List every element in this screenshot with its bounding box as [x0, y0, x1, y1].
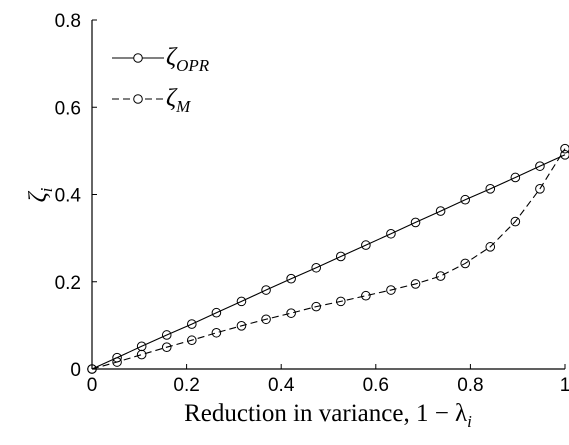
data-point	[435, 206, 446, 216]
data-point	[236, 296, 247, 307]
x-tick-label: 0.8	[457, 375, 483, 396]
data-point	[560, 143, 569, 154]
data-point	[361, 240, 371, 250]
data-point	[510, 172, 521, 183]
data-point	[286, 308, 296, 318]
legend-label-symbol: ζ	[166, 44, 178, 71]
data-point	[485, 242, 496, 252]
x-tick-label: 0	[87, 375, 98, 396]
data-point	[286, 273, 296, 284]
legend-label-subscript: M	[175, 97, 191, 116]
data-point	[211, 307, 222, 318]
data-point	[510, 216, 521, 227]
y-tick-label: 0.8	[55, 11, 81, 32]
data-point	[535, 184, 545, 194]
series-m	[87, 143, 569, 374]
y-tick-label: 0.6	[55, 98, 81, 119]
data-point	[535, 161, 545, 171]
legend-marker	[133, 94, 143, 104]
y-tick-label: 0	[70, 360, 81, 381]
data-point	[161, 330, 172, 340]
x-axis-title: Reduction in variance, 1 − λi	[184, 400, 472, 431]
data-point	[335, 296, 346, 307]
legend-label-subscript: OPR	[176, 56, 210, 75]
x-tick-label: 1	[560, 375, 569, 396]
data-point	[261, 314, 271, 325]
data-point	[386, 228, 396, 239]
data-point	[311, 301, 322, 312]
data-point	[112, 357, 122, 367]
x-tick-label: 0.2	[173, 375, 199, 396]
data-point	[136, 349, 147, 360]
y-axis-title-main: ζ	[25, 190, 52, 202]
legend-entry-m: ζM	[112, 85, 191, 116]
series-layer	[87, 143, 569, 374]
data-point	[560, 150, 569, 160]
data-point	[410, 279, 421, 289]
x-axis-title-subscript: i	[467, 412, 472, 431]
data-point	[460, 258, 470, 269]
legend-marker	[133, 53, 143, 63]
data-point	[187, 335, 197, 346]
data-point	[485, 184, 496, 194]
y-axis-title: ζi	[25, 187, 56, 202]
x-tick-label: 0.4	[268, 375, 295, 396]
data-point	[361, 290, 371, 301]
data-point	[261, 285, 271, 295]
data-point	[386, 285, 396, 295]
data-point	[187, 319, 197, 329]
legend-label-symbol: ζ	[166, 85, 178, 112]
axes: 0 0.2 0.4 0.6 0.8 1 0 0.2 0.4 0.6 0.8	[55, 11, 569, 396]
data-point	[311, 262, 322, 273]
data-point	[211, 327, 222, 338]
data-point	[87, 364, 97, 374]
x-axis-title-main: Reduction in variance, 1 − λ	[184, 400, 467, 427]
data-point	[335, 251, 346, 262]
data-point	[161, 342, 172, 352]
data-point	[435, 271, 446, 281]
legend-entry-opr: ζOPR	[112, 44, 210, 75]
legend-label: ζOPR	[166, 44, 210, 75]
data-point	[236, 321, 247, 331]
x-tick-label: 0.6	[363, 375, 389, 396]
y-tick-label: 0.2	[55, 273, 81, 294]
data-point	[460, 194, 470, 205]
y-tick-label: 0.4	[55, 186, 82, 207]
y-axis-title-subscript: i	[37, 187, 56, 192]
series-opr	[87, 150, 569, 374]
legend-label: ζM	[166, 85, 191, 116]
data-point	[410, 217, 421, 228]
